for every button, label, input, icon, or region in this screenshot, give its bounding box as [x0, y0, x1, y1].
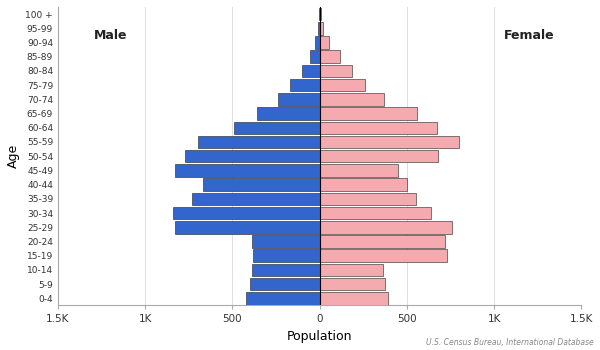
Y-axis label: Age: Age	[7, 144, 20, 168]
Bar	[320, 221, 452, 233]
Bar	[290, 79, 320, 91]
Bar	[320, 164, 398, 177]
Text: U.S. Census Bureau, International Database: U.S. Census Bureau, International Databa…	[426, 337, 594, 346]
Bar	[175, 221, 320, 233]
Bar	[247, 292, 320, 304]
Bar	[175, 164, 320, 177]
Bar	[203, 178, 320, 191]
Bar	[316, 36, 320, 49]
Bar	[320, 250, 447, 262]
Bar	[320, 79, 365, 91]
Bar	[320, 150, 439, 162]
Text: Male: Male	[94, 29, 127, 42]
Bar	[320, 178, 407, 191]
Bar	[320, 50, 340, 63]
Bar	[302, 65, 320, 77]
Bar	[320, 36, 329, 49]
X-axis label: Population: Population	[287, 330, 352, 343]
Bar	[193, 193, 320, 205]
Bar	[310, 50, 320, 63]
Bar	[250, 278, 320, 290]
Bar	[320, 292, 388, 304]
Bar	[320, 235, 445, 248]
Bar	[278, 93, 320, 106]
Bar	[320, 22, 323, 35]
Bar	[234, 121, 320, 134]
Bar	[185, 150, 320, 162]
Bar	[251, 235, 320, 248]
Bar	[320, 136, 459, 148]
Bar	[318, 22, 320, 35]
Text: Female: Female	[504, 29, 554, 42]
Bar	[253, 250, 320, 262]
Bar	[197, 136, 320, 148]
Bar	[320, 278, 385, 290]
Bar	[320, 121, 437, 134]
Bar	[320, 193, 416, 205]
Bar	[251, 264, 320, 276]
Bar	[320, 107, 418, 120]
Bar	[320, 264, 383, 276]
Bar	[173, 207, 320, 219]
Bar	[257, 107, 320, 120]
Bar	[320, 93, 384, 106]
Bar	[320, 65, 352, 77]
Bar	[320, 207, 431, 219]
